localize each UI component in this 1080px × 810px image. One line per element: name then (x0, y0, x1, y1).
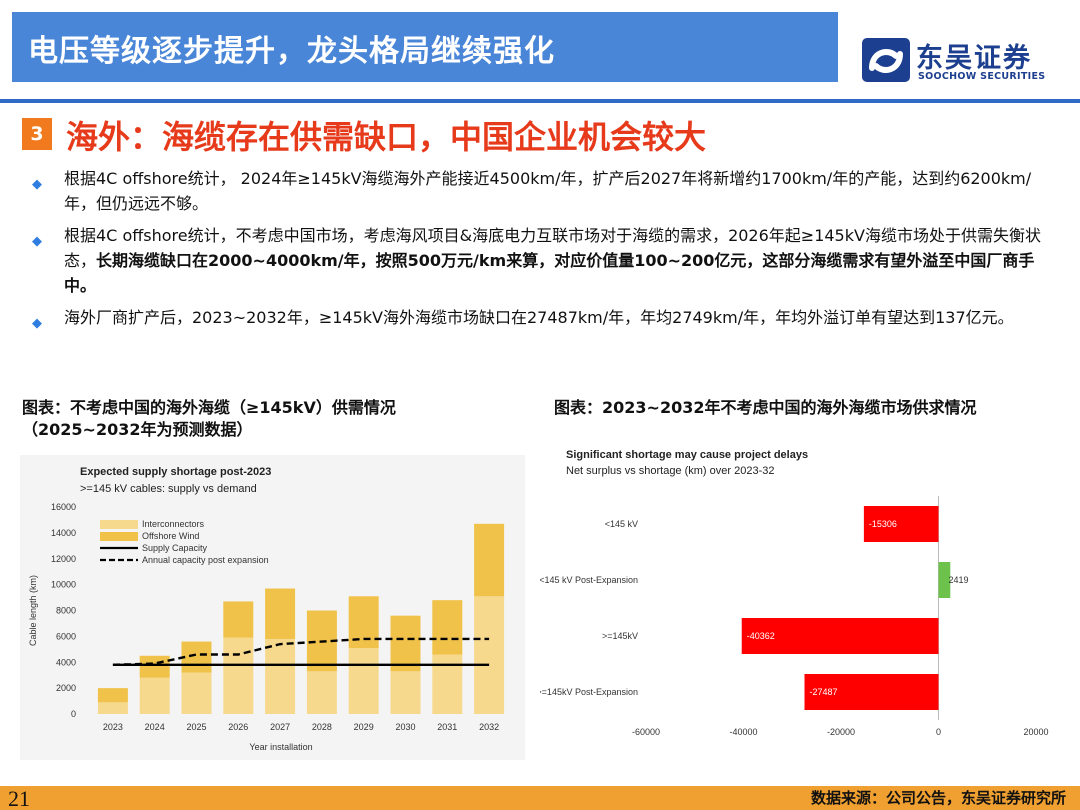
category-label: >=145kV Post-Expansion (540, 687, 638, 697)
data-label: 2419 (949, 575, 969, 585)
data-label: -40362 (747, 631, 775, 641)
bullet-item: ◆ 根据4C offshore统计，不考虑中国市场，考虑海风项目&海底电力互联市… (32, 223, 1062, 298)
legend-label: Offshore Wind (142, 531, 199, 541)
x-tick-label: 20000 (1023, 727, 1048, 737)
x-tick-label: 2024 (145, 722, 165, 732)
x-axis-label: Year installation (249, 742, 312, 752)
bar-segment (390, 615, 421, 672)
legend-label: Supply Capacity (142, 543, 208, 553)
bar-segment (139, 677, 170, 714)
section-title: 海外：海缆存在供需缺口，中国企业机会较大 (66, 118, 707, 156)
shortage-bar-chart: Significant shortage may cause project d… (540, 449, 1049, 737)
bullet-text: 海外厂商扩产后，2023~2032年，≥145kV海外海缆市场缺口在27487k… (64, 308, 1014, 327)
chart-subtitle: Net surplus vs shortage (km) over 2023-3… (566, 465, 774, 477)
x-tick-label: 2032 (479, 722, 499, 732)
header-bar: 电压等级逐步提升，龙头格局继续强化 (12, 12, 838, 82)
legend-swatch (100, 532, 138, 541)
x-tick-label: 0 (936, 727, 941, 737)
bar-segment (223, 601, 254, 638)
y-tick-label: 6000 (56, 631, 76, 641)
x-tick-label: -20000 (827, 727, 855, 737)
y-tick-label: 12000 (51, 554, 76, 564)
diamond-bullet-icon: ◆ (32, 234, 42, 249)
bar-segment (432, 600, 463, 655)
page-number: 21 (8, 786, 30, 810)
supply-demand-chart: Expected supply shortage post-2023 >=145 … (20, 455, 525, 760)
footer-bar: 21 数据来源：公司公告，东吴证券研究所 (0, 786, 1080, 810)
x-tick-label: 2029 (354, 722, 374, 732)
y-tick-label: 8000 (56, 606, 76, 616)
x-tick-label: -60000 (632, 727, 660, 737)
bar-segment (474, 596, 505, 714)
bar-segment (97, 702, 128, 714)
chart-title: Expected supply shortage post-2023 (80, 466, 271, 478)
y-axis-label: Cable length (km) (28, 575, 38, 646)
section-number-badge: 3 (22, 118, 52, 150)
bar-segment (139, 655, 170, 678)
company-logo: 东吴证券 SOOCHOW SECURITIES (862, 38, 1062, 86)
data-source: 数据来源：公司公告，东吴证券研究所 (810, 789, 1066, 807)
chart-subtitle: >=145 kV cables: supply vs demand (80, 483, 257, 495)
bar-segment (306, 671, 337, 714)
bar-segment (348, 648, 379, 714)
bullet-text: 根据4C offshore统计，不考虑中国市场，考虑海风项目&海底电力互联市场对… (64, 226, 1041, 270)
bar-segment (97, 688, 128, 703)
y-tick-label: 0 (71, 709, 76, 719)
page-title: 电压等级逐步提升，龙头格局继续强化 (28, 34, 555, 69)
bar (741, 618, 939, 654)
x-tick-label: 2027 (270, 722, 290, 732)
category-label: >=145kV (602, 631, 638, 641)
legend-swatch (100, 520, 138, 529)
bullet-item: ◆ 根据4C offshore统计， 2024年≥145kV海缆海外产能接近45… (32, 166, 1062, 216)
legend-label: Annual capacity post expansion (142, 555, 269, 565)
bar-segment (432, 654, 463, 714)
soochow-logo-icon (862, 38, 910, 82)
bar-segment (181, 641, 212, 673)
category-label: <145 kV (605, 519, 638, 529)
data-label: -27487 (810, 687, 838, 697)
chart-title: Significant shortage may cause project d… (566, 449, 808, 461)
diamond-bullet-icon: ◆ (32, 316, 42, 331)
diamond-bullet-icon: ◆ (32, 177, 42, 192)
bar-segment (265, 638, 296, 714)
y-tick-label: 14000 (51, 528, 76, 538)
bullet-item: ◆ 海外厂商扩产后，2023~2032年，≥145kV海外海缆市场缺口在2748… (32, 305, 1062, 331)
header-divider (0, 99, 1080, 103)
bar-segment (181, 672, 212, 714)
x-tick-label: 2023 (103, 722, 123, 732)
bar-segment (474, 523, 505, 597)
data-label: -15306 (869, 519, 897, 529)
bar (804, 674, 939, 710)
category-label: <145 kV Post-Expansion (540, 575, 638, 585)
y-tick-label: 4000 (56, 657, 76, 667)
chart-caption-right: 图表：2023~2032年不考虑中国的海外海缆市场供求情况 (554, 398, 977, 417)
x-tick-label: -40000 (729, 727, 757, 737)
legend-label: Interconnectors (142, 519, 205, 529)
x-tick-label: 2026 (228, 722, 248, 732)
bar-segment (223, 637, 254, 714)
chart-caption-left: 图表：不考虑中国的海外海缆（≥145kV）供需情况（2025~2032年为预测数… (22, 398, 396, 439)
bar-segment (265, 588, 296, 639)
x-tick-label: 2031 (437, 722, 457, 732)
bar-segment (390, 671, 421, 714)
y-tick-label: 10000 (51, 580, 76, 590)
bullet-text: 根据4C offshore统计， 2024年≥145kV海缆海外产能接近4500… (64, 169, 1032, 213)
series-line (112, 637, 490, 667)
logo-chinese-name: 东吴证券 (916, 43, 1032, 74)
bullet-list: ◆ 根据4C offshore统计， 2024年≥145kV海缆海外产能接近45… (32, 166, 1062, 337)
x-tick-label: 2028 (312, 722, 332, 732)
bar (863, 506, 939, 542)
y-tick-label: 2000 (56, 683, 76, 693)
x-tick-label: 2025 (186, 722, 206, 732)
y-tick-label: 16000 (51, 502, 76, 512)
bullet-bold-text: 长期海缆缺口在2000~4000km/年，按照500万元/km来算，对应价值量1… (64, 251, 1035, 295)
x-tick-label: 2030 (395, 722, 415, 732)
bar (938, 562, 951, 598)
logo-english-name: SOOCHOW SECURITIES (918, 71, 1046, 82)
